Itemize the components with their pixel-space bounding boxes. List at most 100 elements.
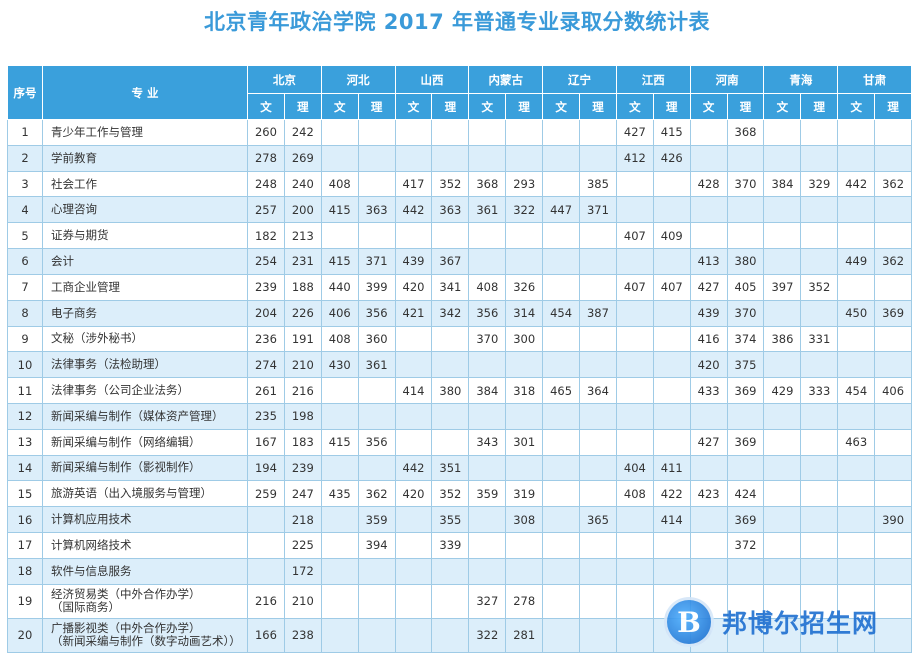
score-cell: 278 bbox=[247, 144, 285, 172]
score-cell bbox=[689, 119, 728, 146]
score-cell bbox=[615, 248, 654, 275]
score-cell: 218 bbox=[283, 506, 322, 533]
score-cell: 213 bbox=[283, 222, 322, 250]
score-cell bbox=[652, 402, 691, 430]
province-header: 河北 bbox=[320, 65, 396, 94]
score-cell: 339 bbox=[431, 532, 470, 559]
score-cell: 269 bbox=[283, 144, 322, 172]
score-cell bbox=[394, 351, 433, 379]
score-cell bbox=[689, 454, 728, 482]
table-row: 6 会计 254 231 415 371 439 367 413 380 449 362 bbox=[7, 248, 913, 275]
score-cell: 248 bbox=[247, 170, 285, 198]
score-cell bbox=[763, 299, 802, 327]
score-cell bbox=[505, 532, 544, 559]
row-index: 1 bbox=[7, 119, 43, 146]
major-name: 工商企业管理 bbox=[42, 273, 248, 301]
score-cell: 167 bbox=[247, 428, 285, 456]
score-cell bbox=[689, 557, 728, 585]
score-cell: 370 bbox=[468, 325, 507, 353]
score-cell bbox=[579, 119, 617, 146]
score-cell: 331 bbox=[800, 325, 839, 353]
index-header: 序号 bbox=[7, 65, 43, 120]
score-cell: 361 bbox=[357, 351, 396, 379]
score-cell bbox=[320, 506, 359, 533]
score-cell bbox=[394, 557, 433, 585]
score-cell bbox=[689, 144, 728, 172]
score-cell bbox=[615, 377, 654, 404]
table-row: 14 新闻采编与制作（影视制作） 194 239 442 351 404 411 bbox=[7, 454, 913, 482]
score-cell bbox=[394, 325, 433, 353]
row-index: 2 bbox=[7, 144, 43, 172]
score-cell: 408 bbox=[615, 480, 654, 508]
score-cell: 440 bbox=[320, 273, 359, 301]
row-index: 9 bbox=[7, 325, 43, 353]
major-name: 计算机应用技术 bbox=[42, 506, 248, 533]
score-cell: 360 bbox=[357, 325, 396, 353]
score-cell: 200 bbox=[283, 196, 322, 224]
score-cell bbox=[615, 557, 654, 585]
score-cell bbox=[357, 402, 396, 430]
score-cell bbox=[468, 144, 507, 172]
score-cell bbox=[800, 480, 839, 508]
score-cell: 319 bbox=[505, 480, 544, 508]
score-cell bbox=[652, 428, 691, 456]
score-cell bbox=[431, 222, 470, 250]
major-name: 青少年工作与管理 bbox=[42, 119, 248, 146]
score-cell bbox=[247, 532, 285, 559]
score-cell bbox=[394, 617, 433, 654]
score-cell bbox=[542, 557, 581, 585]
li-subheader: 理 bbox=[652, 93, 691, 120]
score-cell: 261 bbox=[247, 377, 285, 404]
score-cell bbox=[542, 583, 581, 619]
major-name: 经济贸易类（中外合作办学） （国际商务） bbox=[42, 583, 248, 619]
score-cell bbox=[579, 325, 617, 353]
row-index: 17 bbox=[7, 532, 43, 559]
row-index: 18 bbox=[7, 557, 43, 585]
score-cell bbox=[800, 351, 839, 379]
score-cell bbox=[726, 557, 765, 585]
table-row: 1 青少年工作与管理 260 242 427 415 368 bbox=[7, 119, 913, 146]
score-cell: 390 bbox=[874, 506, 913, 533]
score-cell bbox=[763, 351, 802, 379]
score-cell: 420 bbox=[689, 351, 728, 379]
score-cell: 363 bbox=[357, 196, 396, 224]
score-cell bbox=[431, 617, 470, 654]
score-cell bbox=[320, 557, 359, 585]
score-cell bbox=[468, 351, 507, 379]
score-cell: 362 bbox=[357, 480, 396, 508]
score-cell: 454 bbox=[542, 299, 581, 327]
score-cell bbox=[394, 506, 433, 533]
table-row: 5 证券与期货 182 213 407 409 bbox=[7, 222, 913, 250]
province-header: 江西 bbox=[615, 65, 691, 94]
score-cell: 442 bbox=[837, 170, 876, 198]
score-cell bbox=[542, 144, 581, 172]
major-name: 新闻采编与制作（媒体资产管理） bbox=[42, 402, 248, 430]
score-cell: 406 bbox=[320, 299, 359, 327]
wen-subheader: 文 bbox=[837, 93, 876, 120]
province-header: 甘肃 bbox=[837, 65, 913, 94]
table-row: 12 新闻采编与制作（媒体资产管理） 235 198 bbox=[7, 402, 913, 430]
score-cell bbox=[579, 144, 617, 172]
major-name: 会计 bbox=[42, 248, 248, 275]
score-cell bbox=[837, 273, 876, 301]
score-cell bbox=[394, 583, 433, 619]
score-cell bbox=[874, 454, 913, 482]
score-cell bbox=[468, 119, 507, 146]
score-cell bbox=[763, 222, 802, 250]
score-cell: 450 bbox=[837, 299, 876, 327]
score-cell: 362 bbox=[874, 170, 913, 198]
score-cell bbox=[615, 532, 654, 559]
table-row: 9 文秘（涉外秘书） 236 191 408 360 370 300 416 374 386 331 bbox=[7, 325, 913, 353]
score-cell bbox=[542, 222, 581, 250]
score-cell bbox=[579, 454, 617, 482]
table-row: 10 法律事务（法检助理） 274 210 430 361 420 375 bbox=[7, 351, 913, 379]
score-cell: 343 bbox=[468, 428, 507, 456]
score-cell bbox=[542, 248, 581, 275]
score-cell bbox=[763, 119, 802, 146]
score-cell bbox=[579, 557, 617, 585]
score-cell bbox=[579, 402, 617, 430]
li-subheader: 理 bbox=[874, 93, 913, 120]
score-cell: 442 bbox=[394, 454, 433, 482]
score-cell: 422 bbox=[652, 480, 691, 508]
score-cell bbox=[579, 248, 617, 275]
